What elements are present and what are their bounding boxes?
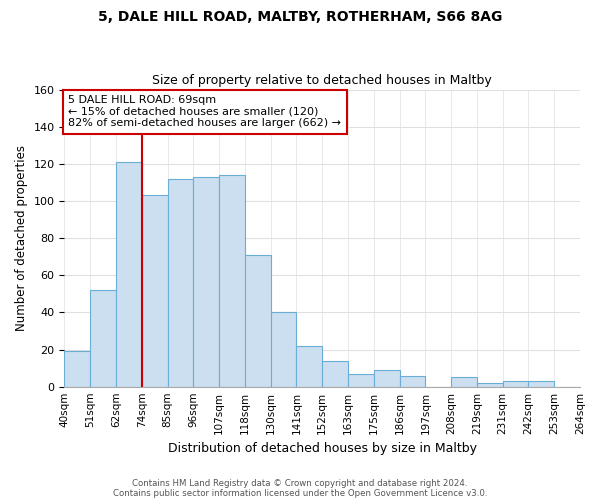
Bar	[90, 290, 116, 386]
Text: 5 DALE HILL ROAD: 69sqm
← 15% of detached houses are smaller (120)
82% of semi-d: 5 DALE HILL ROAD: 69sqm ← 15% of detache…	[68, 95, 341, 128]
X-axis label: Distribution of detached houses by size in Maltby: Distribution of detached houses by size …	[168, 442, 477, 455]
Bar	[271, 312, 296, 386]
Bar	[451, 378, 477, 386]
Bar	[322, 360, 348, 386]
Bar	[167, 178, 193, 386]
Bar	[503, 381, 529, 386]
Bar	[64, 352, 90, 386]
Bar	[219, 175, 245, 386]
Bar	[142, 196, 167, 386]
Y-axis label: Number of detached properties: Number of detached properties	[15, 145, 28, 331]
Bar	[348, 374, 374, 386]
Bar	[400, 376, 425, 386]
Text: Contains public sector information licensed under the Open Government Licence v3: Contains public sector information licen…	[113, 488, 487, 498]
Title: Size of property relative to detached houses in Maltby: Size of property relative to detached ho…	[152, 74, 492, 87]
Bar	[529, 381, 554, 386]
Bar	[193, 177, 219, 386]
Text: 5, DALE HILL ROAD, MALTBY, ROTHERHAM, S66 8AG: 5, DALE HILL ROAD, MALTBY, ROTHERHAM, S6…	[98, 10, 502, 24]
Bar	[296, 346, 322, 387]
Bar	[374, 370, 400, 386]
Bar	[245, 255, 271, 386]
Bar	[116, 162, 142, 386]
Text: Contains HM Land Registry data © Crown copyright and database right 2024.: Contains HM Land Registry data © Crown c…	[132, 478, 468, 488]
Bar	[477, 383, 503, 386]
